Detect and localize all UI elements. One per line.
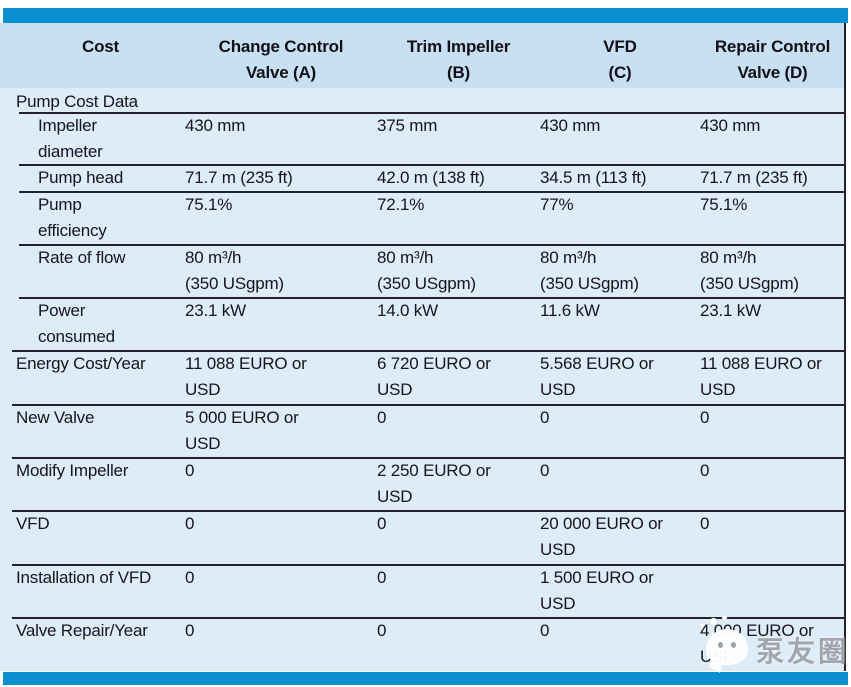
table-row: Installation of VFD 0 0 1 500 EURO or USD <box>0 564 845 617</box>
cell-value: 72.1% <box>377 195 425 214</box>
row-label: Power consumed <box>38 301 115 346</box>
cell-value: 34.5 m (113 ft) <box>540 168 647 187</box>
cell-value: 0 <box>185 514 195 533</box>
cell-value: 1 500 EURO or USD <box>540 568 654 613</box>
column-header-repair-control-valve: Repair Control Valve (D) <box>714 37 831 82</box>
cell-value: 0 <box>700 461 710 480</box>
cell-value: 5.568 EURO or USD <box>540 354 654 399</box>
row-label: Valve Repair/Year <box>16 621 148 640</box>
row-label: Rate of flow <box>38 248 126 267</box>
cell-value: 80 m³/h (350 USgpm) <box>185 248 284 293</box>
column-header-trim-impeller: Trim Impeller (B) <box>406 37 511 82</box>
column-header-vfd: VFD (C) <box>603 37 637 82</box>
table-row: Energy Cost/Year 11 088 EURO or USD 6 720 … <box>0 350 845 404</box>
cell-value: 430 mm <box>185 116 246 135</box>
cell-value <box>700 564 845 617</box>
table-row: Impeller diameter 430 mm 375 mm 430 mm 430 m… <box>0 112 845 164</box>
cell-value: 23.1 kW <box>185 301 246 320</box>
cell-value: 0 <box>540 408 550 427</box>
cell-value <box>185 88 377 112</box>
row-label: Pump efficiency <box>38 195 107 240</box>
table-row: Power consumed 23.1 kW 14.0 kW 11.6 kW 23.1 … <box>0 297 845 350</box>
cell-value: 11 088 EURO or USD <box>700 354 822 399</box>
cell-value: 0 <box>540 621 550 640</box>
cell-value: 0 <box>185 621 195 640</box>
bubble-eye-icon <box>731 642 736 648</box>
cell-value: 0 <box>377 621 387 640</box>
table-right-border <box>844 23 846 671</box>
column-header-cost: Cost <box>82 37 119 56</box>
sparkle-icon <box>700 623 704 627</box>
cell-value: 6 720 EURO or USD <box>377 354 491 399</box>
cell-value: 0 <box>700 514 710 533</box>
table-row: Pump Cost Data <box>0 88 845 112</box>
cell-value: 80 m³/h (350 USgpm) <box>377 248 476 293</box>
chat-bubble-icon <box>706 629 748 665</box>
row-label: Modify Impeller <box>16 461 129 480</box>
cell-value: 75.1% <box>185 195 233 214</box>
cell-value: 20 000 EURO or USD <box>540 514 663 559</box>
cell-value <box>540 88 700 112</box>
cell-value: 23.1 kW <box>700 301 761 320</box>
table-row: Modify Impeller 0 2 250 EURO or USD 0 0 <box>0 457 845 510</box>
cell-value: 375 mm <box>377 116 438 135</box>
row-label: Energy Cost/Year <box>16 354 146 373</box>
cell-value: 430 mm <box>700 116 761 135</box>
bottom-accent-bar <box>3 672 848 685</box>
cell-value: 42.0 m (138 ft) <box>377 168 485 187</box>
row-label: VFD <box>16 514 50 533</box>
cell-value: 0 <box>700 408 710 427</box>
cell-value: 0 <box>185 461 195 480</box>
cell-value: 14.0 kW <box>377 301 438 320</box>
cell-value: 0 <box>540 461 550 480</box>
row-label: Pump Cost Data <box>16 92 138 111</box>
table-row: New Valve 5 000 EURO or USD 0 0 0 <box>0 404 845 457</box>
cell-value: 2 250 EURO or USD <box>377 461 491 506</box>
table-row: VFD 0 0 20 000 EURO or USD 0 <box>0 510 845 564</box>
cell-value: 80 m³/h (350 USgpm) <box>700 248 799 293</box>
cell-value: 71.7 m (235 ft) <box>185 168 293 187</box>
table-row: Pump efficiency 75.1% 72.1% 77% 75.1% <box>0 191 845 244</box>
cell-value: 430 mm <box>540 116 601 135</box>
table-header-row: Cost Change Control Valve (A) Trim Impel… <box>0 23 845 88</box>
cell-value: 11 088 EURO or USD <box>185 354 307 399</box>
cell-value: 75.1% <box>700 195 748 214</box>
watermark-text: 泵友圈 <box>756 635 850 668</box>
cell-value: 0 <box>377 514 387 533</box>
cell-value: 11.6 kW <box>540 301 600 320</box>
column-header-change-control-valve: Change Control Valve (A) <box>218 37 344 82</box>
cell-value <box>700 88 845 112</box>
table-row: Rate of flow 80 m³/h (350 USgpm) 80 m³/h (… <box>0 244 845 297</box>
row-label: Installation of VFD <box>16 568 152 587</box>
table-row: Pump head 71.7 m (235 ft) 42.0 m (138 ft) 3… <box>0 164 845 191</box>
cell-value: 0 <box>377 568 387 587</box>
top-accent-bar <box>3 8 848 23</box>
sparkle-icon <box>710 618 717 625</box>
cell-value: 0 <box>185 568 195 587</box>
row-label: New Valve <box>16 408 95 427</box>
watermark: 泵友圈 <box>692 615 850 674</box>
cell-value <box>377 88 540 112</box>
row-label: Impeller diameter <box>38 116 103 161</box>
row-label: Pump head <box>38 168 124 187</box>
cell-value: 77% <box>540 195 574 214</box>
cell-value: 0 <box>377 408 387 427</box>
cell-value: 71.7 m (235 ft) <box>700 168 808 187</box>
table-body: Pump Cost Data Impeller diameter 430 mm 375… <box>0 88 845 670</box>
cell-value: 80 m³/h (350 USgpm) <box>540 248 639 293</box>
cell-value: 5 000 EURO or USD <box>185 408 299 453</box>
sparkle-icon <box>722 615 727 620</box>
bubble-eye-icon <box>718 642 723 648</box>
cost-comparison-table: Cost Change Control Valve (A) Trim Impel… <box>0 23 845 671</box>
